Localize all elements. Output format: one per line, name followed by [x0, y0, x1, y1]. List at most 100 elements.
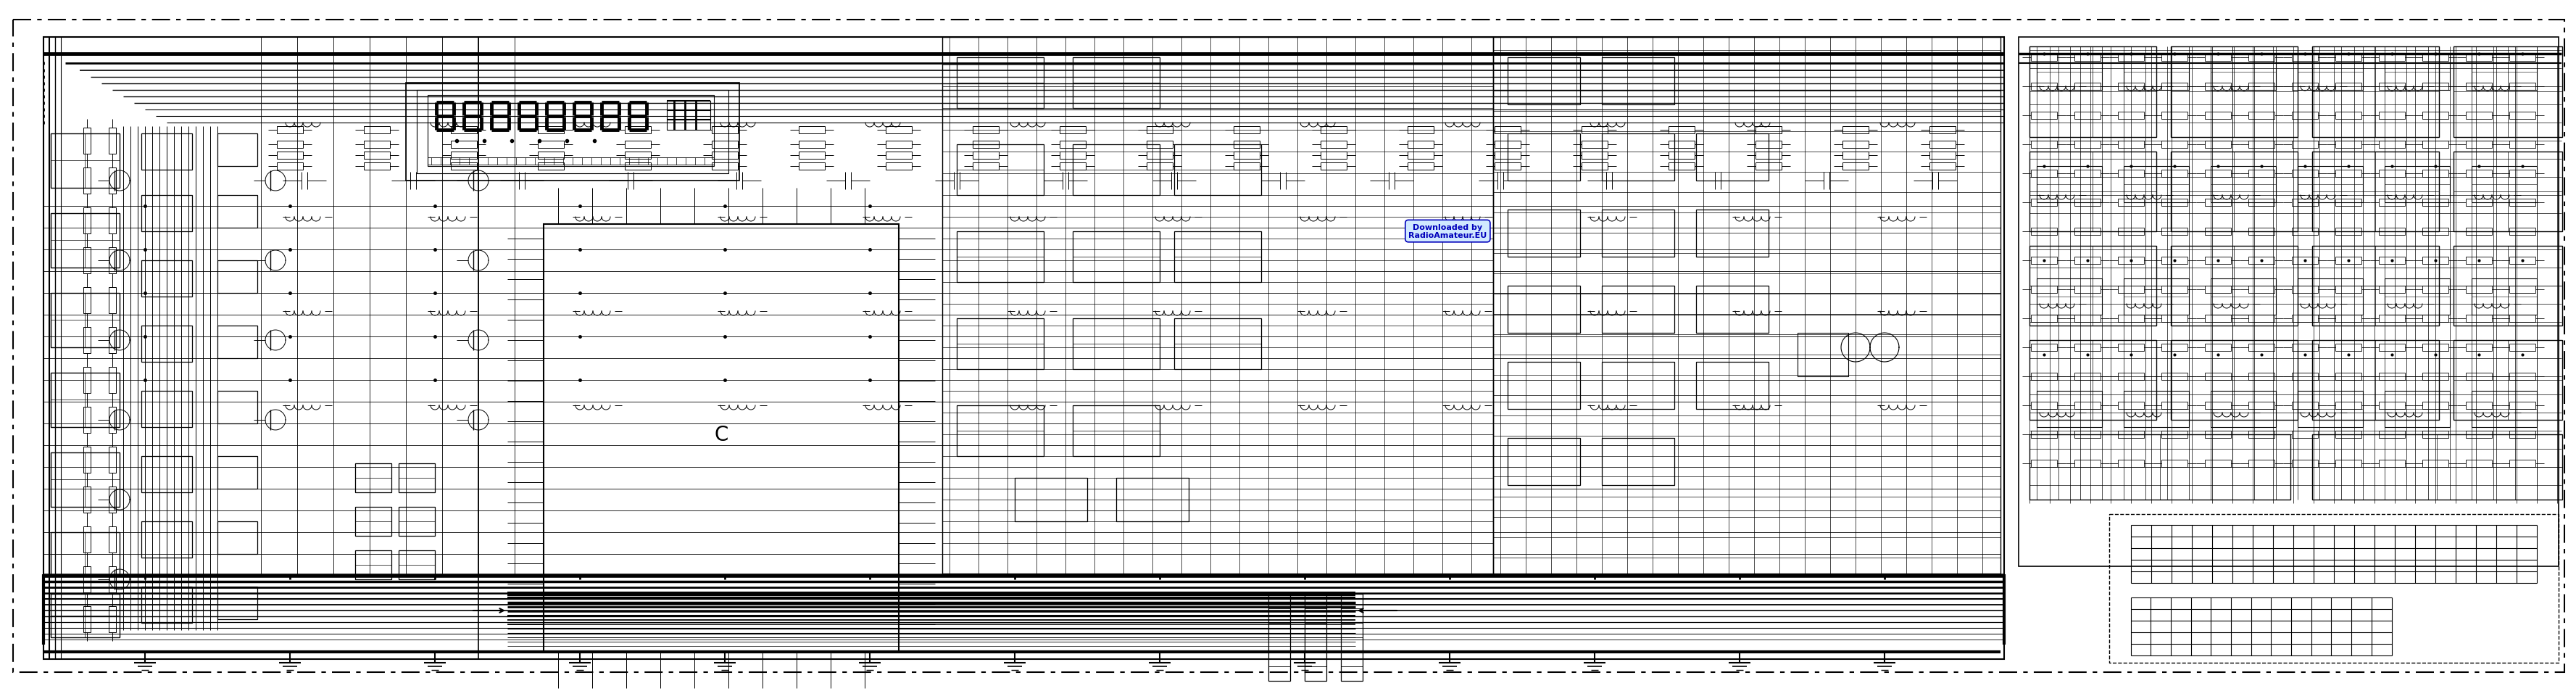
Bar — [108, 567, 116, 592]
Bar — [2293, 344, 2318, 351]
Bar — [1602, 362, 1674, 409]
Bar — [2117, 55, 2143, 61]
Bar — [2030, 84, 2058, 91]
Bar — [974, 141, 999, 149]
Bar — [1321, 152, 1347, 160]
Bar — [2298, 391, 2362, 427]
Bar — [82, 447, 90, 473]
Bar — [2452, 341, 2563, 420]
Bar — [44, 38, 2004, 659]
Bar — [216, 134, 258, 167]
Bar — [2293, 257, 2318, 265]
Bar — [2205, 84, 2231, 91]
Bar — [2074, 431, 2099, 438]
Bar — [82, 287, 90, 314]
Bar — [2336, 257, 2362, 265]
Bar — [142, 326, 193, 362]
Bar — [1234, 163, 1260, 170]
Bar — [2210, 391, 2277, 427]
Bar — [886, 152, 912, 160]
Bar — [1507, 362, 1579, 409]
Bar — [2465, 315, 2491, 322]
Bar — [108, 287, 116, 314]
Bar — [2249, 460, 2275, 467]
Bar — [1507, 438, 1579, 485]
Bar — [2030, 460, 2058, 467]
Bar — [2336, 431, 2362, 438]
Bar — [276, 141, 304, 149]
Bar — [2385, 55, 2450, 91]
Bar — [1494, 126, 1520, 134]
Bar — [1059, 141, 1084, 149]
Bar — [1929, 141, 1955, 149]
Bar — [2161, 431, 2187, 438]
Bar — [2074, 257, 2099, 265]
Bar — [2452, 246, 2563, 326]
Bar — [108, 486, 116, 513]
Bar — [1582, 126, 1607, 134]
Bar — [886, 126, 912, 134]
Bar — [2293, 199, 2318, 207]
Bar — [711, 126, 737, 134]
Bar — [1695, 210, 1770, 257]
Bar — [2465, 344, 2491, 351]
Bar — [363, 126, 389, 134]
Bar — [399, 551, 435, 580]
Bar — [2336, 170, 2362, 178]
Bar — [974, 163, 999, 170]
Bar — [2030, 228, 2058, 236]
Bar — [1842, 163, 1868, 170]
Bar — [2421, 228, 2447, 236]
Bar — [142, 456, 193, 493]
Bar — [2030, 373, 2058, 380]
Bar — [2074, 344, 2099, 351]
Bar — [2030, 47, 2156, 138]
Bar — [2421, 315, 2447, 322]
Bar — [2336, 84, 2362, 91]
Bar — [2117, 84, 2143, 91]
Bar — [142, 522, 193, 558]
Bar — [2123, 391, 2190, 427]
Bar — [108, 407, 116, 433]
Bar — [2074, 460, 2099, 467]
Bar — [1669, 141, 1695, 149]
Bar — [2249, 141, 2275, 149]
Bar — [399, 507, 435, 536]
Bar — [355, 464, 392, 493]
Bar — [2509, 199, 2535, 207]
Bar — [799, 126, 824, 134]
Bar — [1015, 478, 1087, 522]
Bar — [1115, 478, 1188, 522]
Bar — [108, 527, 116, 553]
Bar — [2509, 141, 2535, 149]
Bar — [355, 507, 392, 536]
Bar — [2117, 344, 2143, 351]
Bar — [52, 373, 118, 427]
Bar — [1929, 126, 1955, 134]
Bar — [1059, 163, 1084, 170]
Bar — [2509, 55, 2535, 61]
Bar — [2074, 199, 2099, 207]
Bar — [886, 163, 912, 170]
Bar — [2293, 431, 2318, 438]
Bar — [1929, 152, 1955, 160]
Bar — [538, 141, 564, 149]
Bar — [1494, 38, 2002, 574]
Bar — [2172, 47, 2298, 138]
Bar — [2030, 315, 2058, 322]
Bar — [2117, 286, 2143, 294]
Bar — [108, 208, 116, 234]
Bar — [2336, 460, 2362, 467]
Bar — [2378, 286, 2406, 294]
Bar — [2249, 257, 2275, 265]
Bar — [82, 328, 90, 354]
Bar — [2249, 112, 2275, 120]
Bar — [538, 163, 564, 170]
Bar — [2074, 84, 2099, 91]
Bar — [1146, 163, 1172, 170]
Bar — [2205, 344, 2231, 351]
Bar — [276, 163, 304, 170]
Bar — [2509, 257, 2535, 265]
Bar — [2465, 199, 2491, 207]
Bar — [2293, 55, 2318, 61]
